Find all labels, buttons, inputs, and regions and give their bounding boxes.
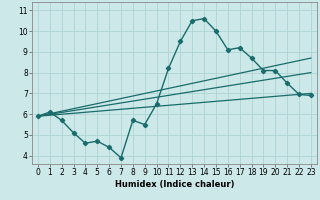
X-axis label: Humidex (Indice chaleur): Humidex (Indice chaleur) — [115, 180, 234, 189]
